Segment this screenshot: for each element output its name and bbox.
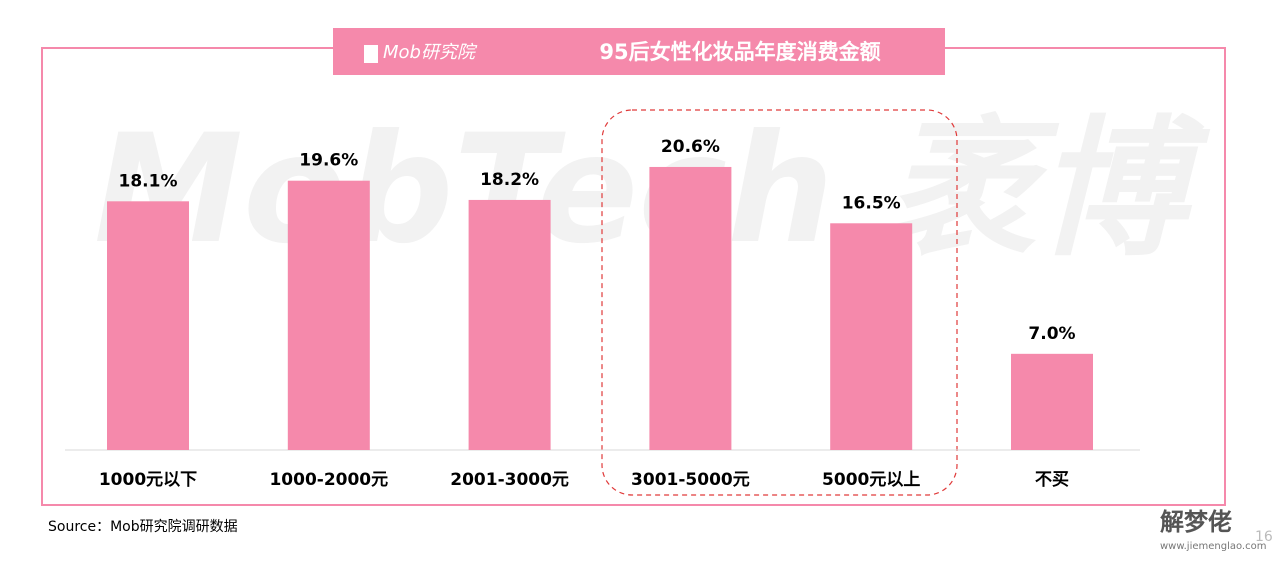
source: Source：Mob研究院调研数据 [48,519,238,535]
bar [830,223,913,450]
x-tick-label: 2001-3000元 [450,470,569,490]
highlight-box [601,109,958,496]
x-tick-label: 1000-2000元 [269,470,388,490]
brand: Mob研究院 [383,42,478,63]
bar [1011,353,1093,450]
value-label: 18.2% [480,170,539,190]
x-tick-label: 5000元以上 [822,470,920,490]
value-label: 7.0% [1028,324,1075,344]
bar [649,166,732,450]
title-bar [333,28,945,75]
logo-icon [364,45,378,63]
site-watermark: 解梦佬 [1160,508,1232,536]
site-url: www.jiemenglao.com [1160,541,1266,552]
value-label: 20.6% [661,137,720,157]
x-tick-label: 3001-5000元 [631,470,750,490]
x-tick-label: 不买 [1035,470,1069,490]
page-number: 16 [1255,529,1273,545]
value-label: 19.6% [299,151,358,171]
bar [468,199,551,450]
x-tick-label: 1000元以下 [99,470,197,490]
value-label: 18.1% [119,171,178,191]
bar [107,201,189,450]
value-label: 16.5% [842,193,901,213]
bar [287,180,370,451]
chart-title: 95后女性化妆品年度消费金额 [599,40,880,64]
